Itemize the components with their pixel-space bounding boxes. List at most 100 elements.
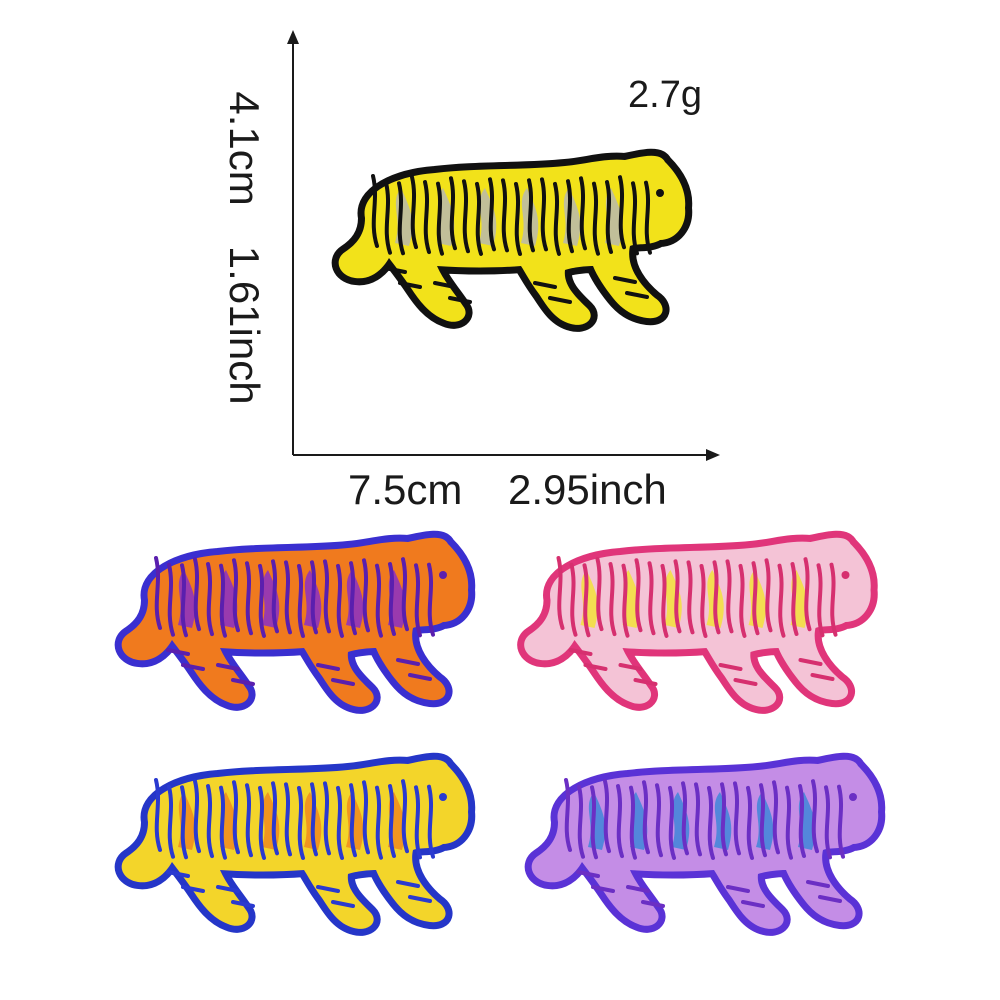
patch-stripe	[310, 782, 318, 857]
patch-stripe	[258, 563, 266, 638]
patch-eye	[439, 793, 447, 801]
patch-stripe	[738, 563, 747, 638]
patch-leg-stripe	[408, 895, 432, 903]
patch-stripe	[686, 560, 695, 635]
patch-stripe	[284, 560, 292, 635]
patch-leg-stripe	[331, 678, 355, 686]
patch-stripe	[777, 563, 786, 638]
patch-stripe	[449, 176, 457, 251]
patch-stripe	[375, 563, 383, 638]
patch-stripe	[564, 778, 572, 852]
patch-leg-stripe	[618, 663, 643, 671]
patch-leg-stripe	[231, 678, 255, 686]
patch-stripe	[540, 177, 548, 252]
patch-stripe	[297, 785, 305, 860]
vertical-axis-arrow	[287, 30, 299, 44]
patch-leg-stripe	[591, 885, 615, 893]
patch-leg-stripe	[568, 648, 593, 656]
patch-stripe	[746, 785, 754, 860]
patch-stripe	[193, 779, 201, 854]
patch-stripe	[154, 556, 162, 630]
patch-leg-stripe	[641, 900, 665, 908]
patch-stripe	[712, 560, 721, 635]
tiger-patch-yellow	[331, 148, 693, 332]
patch-leg-stripe	[625, 291, 649, 299]
patch-stripe	[759, 783, 767, 858]
patch-stripe	[232, 558, 240, 633]
patch-leg-stripe	[166, 648, 190, 656]
patch-leg-stripe	[433, 281, 457, 289]
patch-stripe	[725, 559, 734, 634]
patch-stripe	[258, 785, 266, 860]
patch-leg-stripe	[583, 663, 608, 671]
patch-stripe	[167, 562, 175, 637]
patch-stripe	[694, 782, 702, 857]
patch-stripe	[410, 175, 418, 250]
patch-leg-stripe	[806, 880, 830, 888]
patch-stripe	[193, 557, 201, 632]
patch-stripe	[371, 174, 379, 248]
patch-stripe	[829, 562, 838, 637]
patch-leg-stripe	[718, 663, 743, 671]
patch-stripe	[751, 561, 760, 636]
patch-stripe	[569, 562, 578, 637]
patch-leg-stripe	[576, 870, 600, 878]
tiger-patch-orange	[114, 530, 476, 714]
patch-stripe	[660, 563, 669, 638]
patch-leg-stripe	[533, 281, 557, 289]
patch-stripe	[579, 176, 587, 251]
patch-leg-stripe	[383, 266, 407, 274]
patch-stripe	[707, 785, 715, 860]
patch-leg-stripe	[231, 900, 255, 908]
patch-stripe	[603, 779, 611, 854]
patch-stripe	[414, 785, 422, 860]
patch-leg-stripe	[166, 870, 190, 878]
patch-stripe	[501, 178, 509, 253]
patch-stripe	[798, 784, 806, 859]
patch-stripe	[655, 783, 663, 858]
patch-stripe	[436, 181, 444, 256]
patch-stripe	[527, 178, 535, 253]
patch-leg-stripe	[181, 663, 205, 671]
patch-stripe	[384, 180, 392, 255]
patch-leg-stripe	[633, 678, 658, 686]
patch-stripe	[577, 784, 585, 859]
patch-leg-stripe	[448, 296, 472, 304]
patch-stripe	[462, 179, 470, 254]
patch-stripe	[772, 780, 780, 855]
patch-leg-stripe	[396, 658, 420, 666]
patch-stripe	[553, 181, 561, 256]
patch-stripe	[375, 785, 383, 860]
patch-stripe	[219, 563, 227, 638]
patch-stripe	[349, 783, 357, 858]
width-inch-label: 2.95inch	[508, 466, 667, 513]
patch-eye	[656, 189, 664, 197]
patch-stripe	[362, 780, 370, 855]
patch-leg-stripe	[613, 276, 637, 284]
height-label-text: 4.1cm 1.61inch	[220, 91, 268, 404]
patch-leg-stripe	[810, 673, 835, 681]
patch-stripe	[608, 562, 617, 637]
patch-stripe	[271, 781, 279, 856]
patch-stripe	[631, 181, 639, 256]
patch-stripe	[790, 562, 799, 637]
tiger-patch-pink	[517, 530, 878, 714]
patch-stripe	[232, 780, 240, 855]
patch-stripe	[323, 781, 331, 856]
height-cm: 4.1cm	[221, 91, 268, 206]
patch-leg-stripe	[798, 658, 823, 666]
patch-stripe	[618, 175, 626, 250]
weight-label: 2.7g	[628, 74, 702, 116]
patch-stripe	[245, 561, 253, 636]
patch-stripe	[720, 782, 728, 857]
patch-stripe	[167, 784, 175, 859]
patch-stripe	[206, 562, 214, 637]
patch-stripe	[336, 785, 344, 860]
patch-stripe	[629, 785, 637, 860]
patch-stripe	[180, 563, 188, 638]
patch-stripe	[816, 563, 825, 638]
patch-stripe	[388, 562, 396, 637]
patch-stripe	[336, 563, 344, 638]
patch-eye	[439, 571, 447, 579]
patch-stripe	[616, 784, 624, 859]
